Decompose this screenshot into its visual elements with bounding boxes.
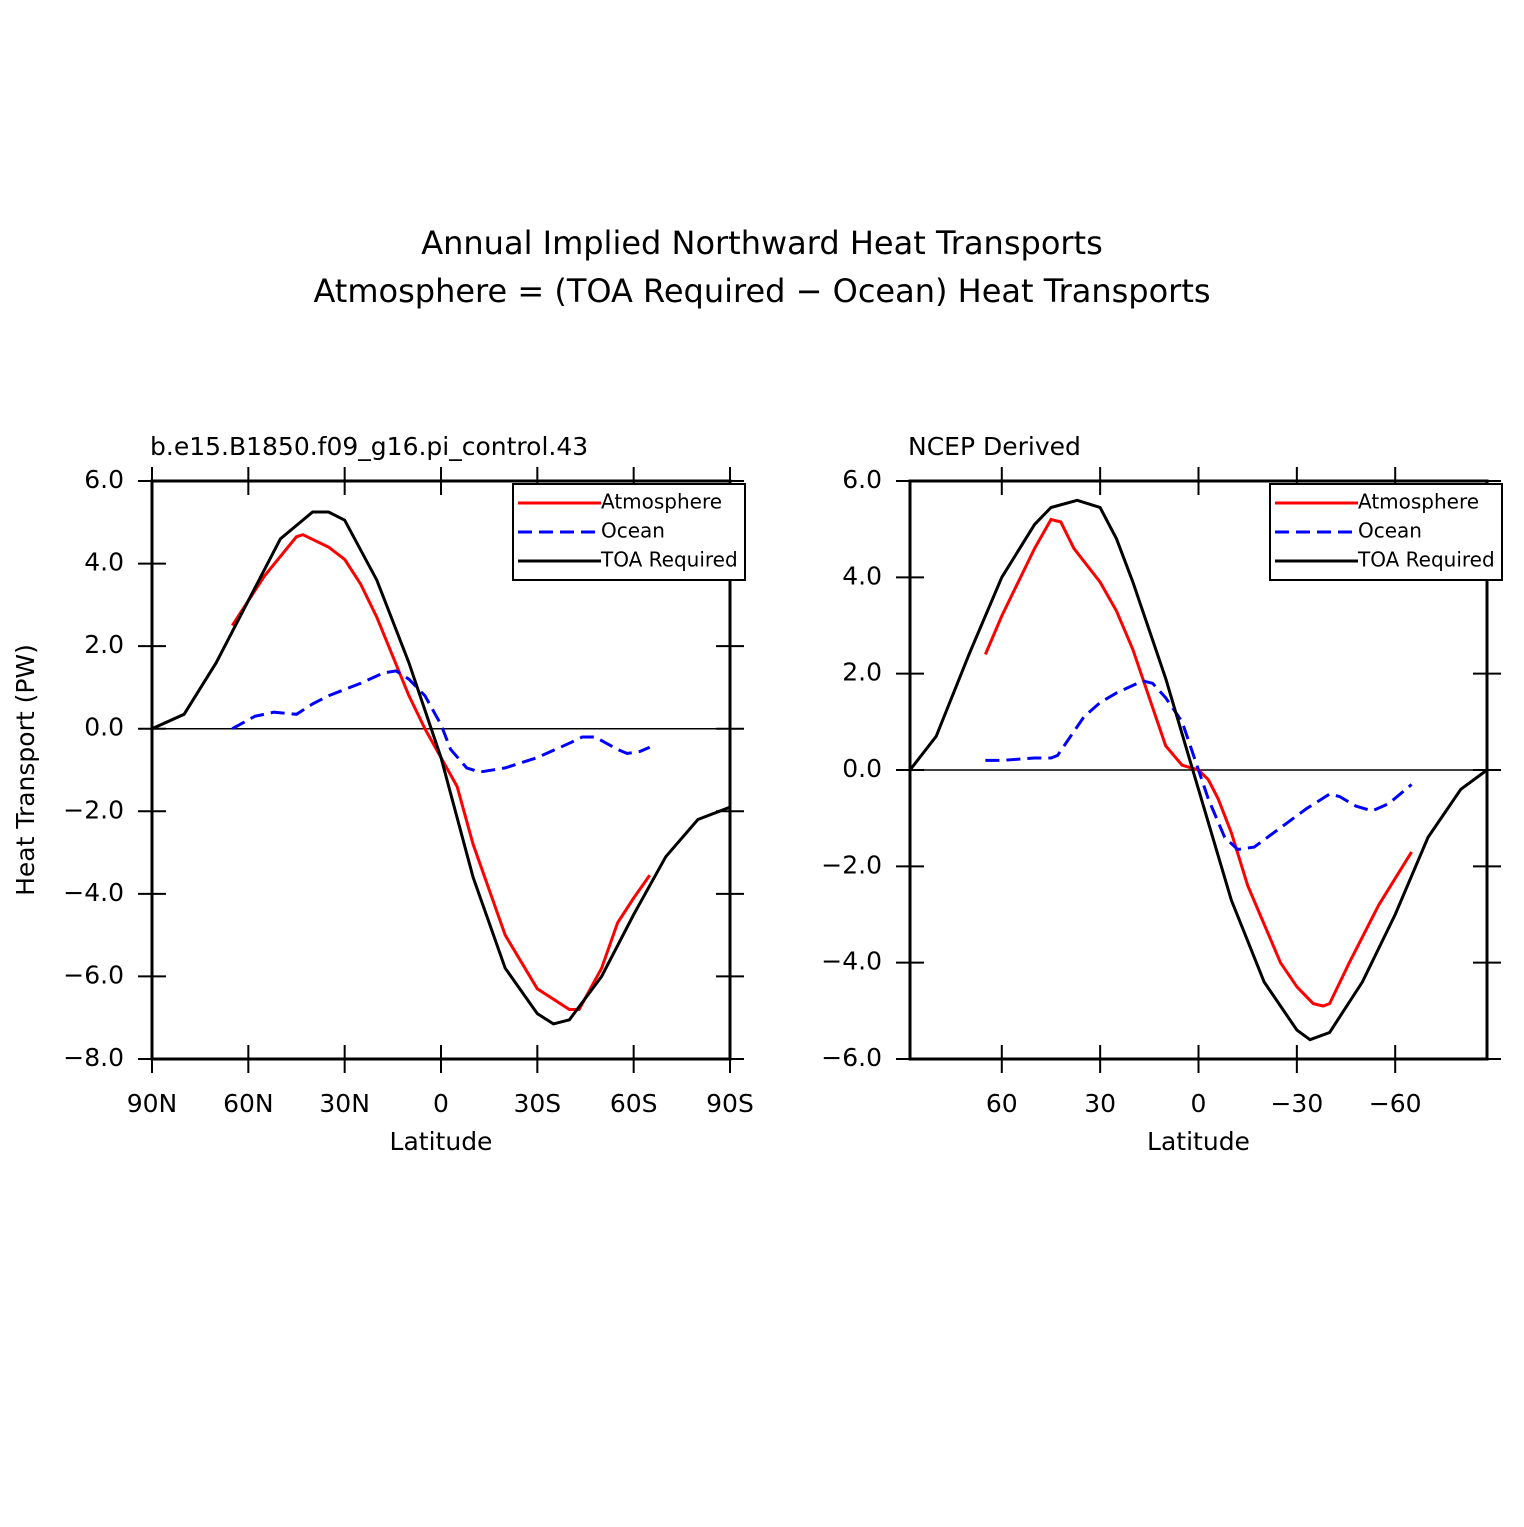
- x-tick-label: 0: [1191, 1089, 1207, 1118]
- x-tick-label: 60N: [223, 1089, 274, 1118]
- x-axis-label: Latitude: [1147, 1127, 1250, 1156]
- legend-label: Ocean: [601, 519, 665, 543]
- figure-title: Annual Implied Northward Heat Transports: [421, 224, 1103, 262]
- legend-label: Atmosphere: [601, 490, 722, 514]
- y-tick-label: −4.0: [821, 947, 882, 976]
- y-tick-label: −2.0: [63, 795, 124, 824]
- plot-frame: [150, 479, 732, 1061]
- y-tick-label: 2.0: [84, 630, 124, 659]
- data-line: [231, 669, 651, 774]
- y-axis-label: Heat Transport (PW): [11, 644, 40, 896]
- y-tick-label: 4.0: [842, 561, 882, 590]
- legend-label: TOA Required: [1357, 548, 1495, 572]
- x-tick-label: 30: [1084, 1089, 1116, 1118]
- x-tick-label: 60S: [610, 1089, 658, 1118]
- y-tick-label: 0.0: [842, 754, 882, 783]
- x-tick-label: 30N: [319, 1089, 370, 1118]
- x-tick-label: 60: [986, 1089, 1018, 1118]
- y-tick-label: −6.0: [63, 960, 124, 989]
- x-tick-label: 0: [433, 1089, 449, 1118]
- data-line: [985, 679, 1413, 852]
- y-tick-label: 6.0: [842, 465, 882, 494]
- y-tick-label: −4.0: [63, 878, 124, 907]
- y-tick-label: 2.0: [842, 658, 882, 687]
- y-tick-label: 6.0: [84, 465, 124, 494]
- legend-label: TOA Required: [600, 548, 738, 572]
- data-line: [908, 498, 1488, 1042]
- legend-label: Ocean: [1358, 519, 1422, 543]
- y-tick-label: 0.0: [84, 713, 124, 742]
- x-tick-label: 30S: [513, 1089, 561, 1118]
- x-tick-label: 90S: [706, 1089, 754, 1118]
- x-tick-label: −30: [1270, 1089, 1323, 1118]
- subtitle: NCEP Derived: [908, 432, 1081, 461]
- y-tick-label: −6.0: [821, 1043, 882, 1072]
- x-tick-label: 90N: [127, 1089, 178, 1118]
- x-tick-label: −60: [1369, 1089, 1422, 1118]
- y-tick-label: −2.0: [821, 850, 882, 879]
- y-tick-label: 4.0: [84, 548, 124, 577]
- figure-title: Atmosphere = (TOA Required − Ocean) Heat…: [313, 272, 1210, 310]
- plot-frame: [908, 479, 1489, 1061]
- subtitle: b.e15.B1850.f09_g16.pi_control.43: [150, 432, 588, 461]
- y-tick-label: −8.0: [63, 1043, 124, 1072]
- x-axis-label: Latitude: [390, 1127, 493, 1156]
- legend-label: Atmosphere: [1358, 490, 1479, 514]
- data-line: [984, 517, 1413, 1008]
- data-line: [151, 510, 731, 1026]
